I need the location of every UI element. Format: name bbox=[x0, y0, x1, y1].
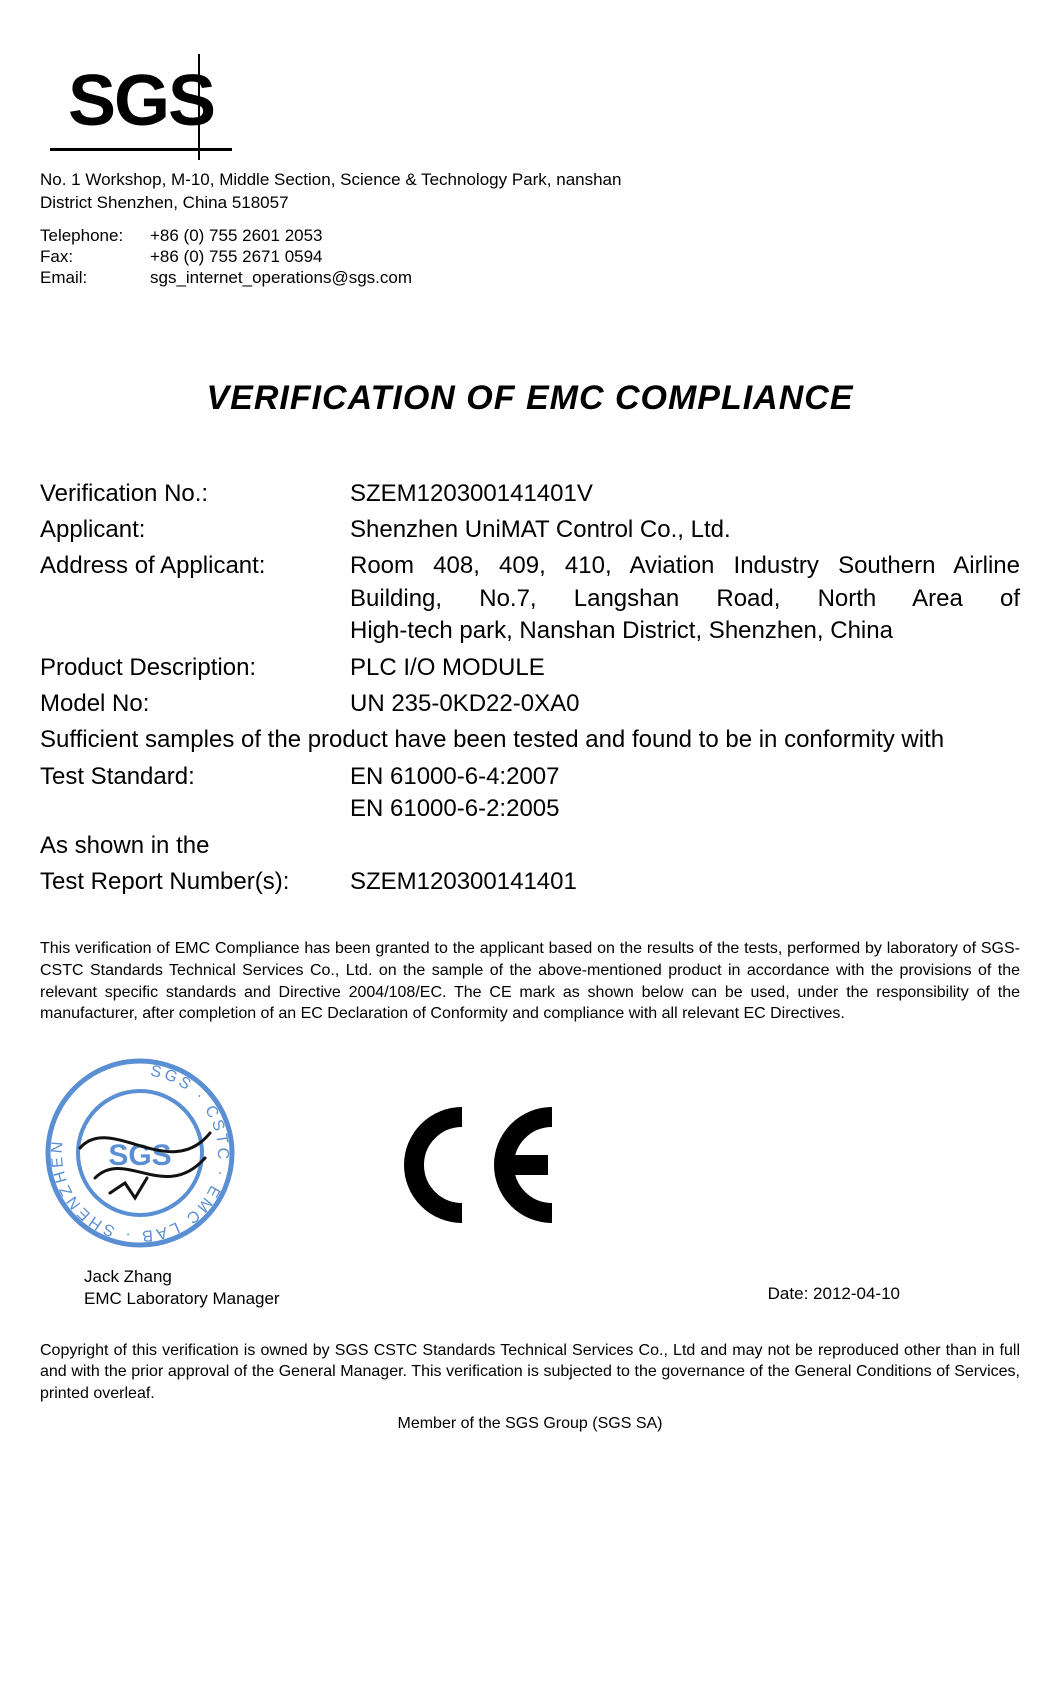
test-standard-label: Test Standard: bbox=[40, 761, 350, 826]
fax-label: Fax: bbox=[40, 246, 150, 267]
test-standard-value: EN 61000-6-4:2007 EN 61000-6-2:2005 bbox=[350, 761, 1020, 826]
email-label: Email: bbox=[40, 267, 150, 288]
applicant-label: Applicant: bbox=[40, 514, 350, 546]
test-standard-1: EN 61000-6-4:2007 bbox=[350, 761, 1020, 793]
model-no-label: Model No: bbox=[40, 688, 350, 720]
logo-container: SGS bbox=[50, 60, 1020, 151]
fax-value: +86 (0) 755 2671 0594 bbox=[150, 246, 323, 267]
conformity-statement: Sufficient samples of the product have b… bbox=[40, 724, 1020, 756]
address-line-2: District Shenzhen, China 518057 bbox=[40, 192, 1020, 215]
date-label: Date: bbox=[768, 1284, 809, 1303]
test-standard-2: EN 61000-6-2:2005 bbox=[350, 793, 1020, 825]
address-value-l3: High-tech park, Nanshan District, Shenzh… bbox=[350, 615, 1020, 647]
applicant-value: Shenzhen UniMAT Control Co., Ltd. bbox=[350, 514, 1020, 546]
member-line: Member of the SGS Group (SGS SA) bbox=[40, 1415, 1020, 1433]
company-address: No. 1 Workshop, M-10, Middle Section, Sc… bbox=[40, 169, 1020, 215]
stamp-column: SGS SGS · CSTC · EMC LAB · SHENZHEN Jack… bbox=[40, 1053, 300, 1310]
address-value-l2: Building, No.7, Langshan Road, North Are… bbox=[350, 583, 1020, 615]
signature-area: SGS SGS · CSTC · EMC LAB · SHENZHEN Jack… bbox=[40, 1053, 1020, 1310]
date-column: Date: 2012-04-10 bbox=[630, 1284, 1020, 1310]
address-value-l1: Room 408, 409, 410, Aviation Industry So… bbox=[350, 550, 1020, 582]
report-no-label: Test Report Number(s): bbox=[40, 866, 350, 898]
copyright-paragraph: Copyright of this verification is owned … bbox=[40, 1340, 1020, 1405]
verification-no-value: SZEM120300141401V bbox=[350, 478, 1020, 510]
model-no-value: UN 235-0KD22-0XA0 bbox=[350, 688, 1020, 720]
address-value: Room 408, 409, 410, Aviation Industry So… bbox=[350, 550, 1020, 647]
address-line-1: No. 1 Workshop, M-10, Middle Section, Sc… bbox=[40, 169, 1020, 192]
telephone-value: +86 (0) 755 2601 2053 bbox=[150, 225, 323, 246]
address-label: Address of Applicant: bbox=[40, 550, 350, 647]
report-no-value: SZEM120300141401 bbox=[350, 866, 1020, 898]
sgs-logo: SGS bbox=[50, 60, 232, 151]
date-value: 2012-04-10 bbox=[813, 1284, 900, 1303]
document-title: VERIFICATION OF EMC COMPLIANCE bbox=[40, 379, 1020, 418]
signatory-block: Jack Zhang EMC Laboratory Manager bbox=[84, 1266, 300, 1310]
email-value: sgs_internet_operations@sgs.com bbox=[150, 267, 412, 288]
contact-block: Telephone: +86 (0) 755 2601 2053 Fax: +8… bbox=[40, 225, 1020, 289]
fine-print-paragraph: This verification of EMC Compliance has … bbox=[40, 938, 1020, 1024]
signatory-name: Jack Zhang bbox=[84, 1266, 300, 1288]
telephone-label: Telephone: bbox=[40, 225, 150, 246]
ce-mark-icon bbox=[400, 1105, 570, 1225]
as-shown-label: As shown in the bbox=[40, 830, 350, 862]
ce-mark-column bbox=[400, 1105, 570, 1230]
verification-fields: Verification No.: SZEM120300141401V Appl… bbox=[40, 478, 1020, 899]
product-desc-value: PLC I/O MODULE bbox=[350, 652, 1020, 684]
approval-stamp-icon: SGS SGS · CSTC · EMC LAB · SHENZHEN bbox=[40, 1053, 240, 1253]
verification-no-label: Verification No.: bbox=[40, 478, 350, 510]
signatory-title: EMC Laboratory Manager bbox=[84, 1288, 300, 1310]
product-desc-label: Product Description: bbox=[40, 652, 350, 684]
